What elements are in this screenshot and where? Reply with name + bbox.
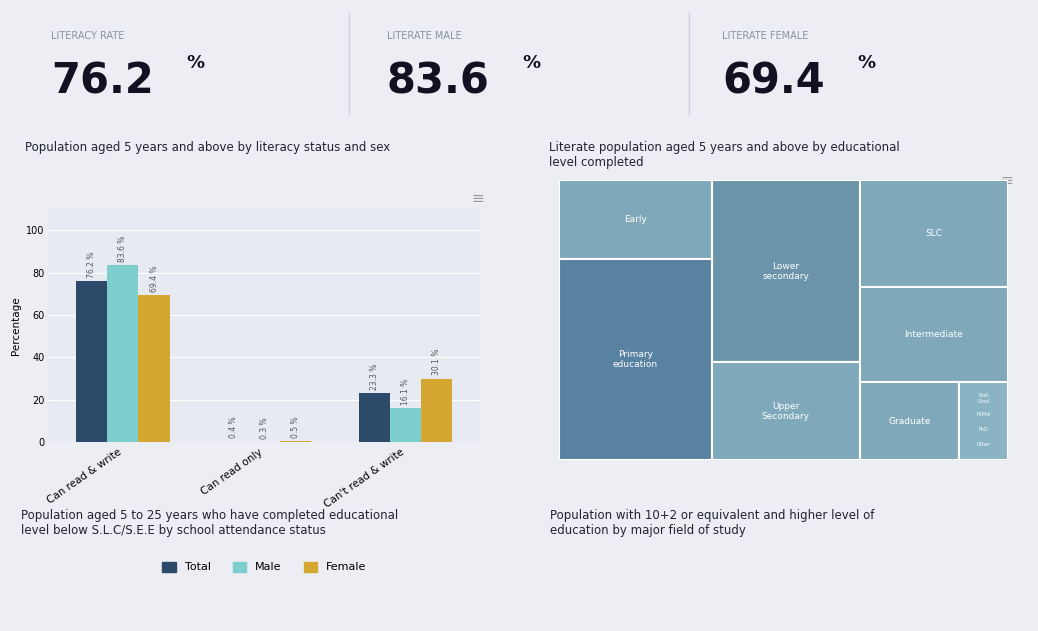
Text: LITERATE FEMALE: LITERATE FEMALE (722, 32, 809, 41)
Text: %: % (187, 54, 204, 72)
Text: %: % (857, 54, 876, 72)
Text: %: % (522, 54, 540, 72)
Text: LITERACY RATE: LITERACY RATE (51, 32, 125, 41)
Text: Population with 10+2 or equivalent and higher level of
education by major field : Population with 10+2 or equivalent and h… (549, 509, 874, 537)
Text: Population aged 5 to 25 years who have completed educational
level below S.L.C/S: Population aged 5 to 25 years who have c… (21, 509, 398, 537)
Text: 69.4: 69.4 (722, 61, 825, 103)
Text: LITERATE MALE: LITERATE MALE (387, 32, 461, 41)
Text: 76.2: 76.2 (51, 61, 154, 103)
Text: 83.6: 83.6 (387, 61, 490, 103)
